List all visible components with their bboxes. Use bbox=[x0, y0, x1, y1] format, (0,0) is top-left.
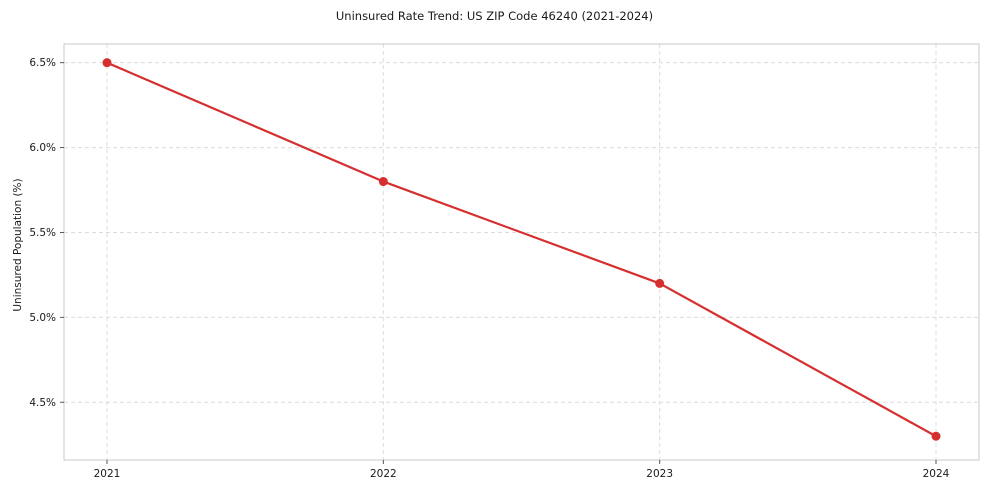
y-tick-label: 4.5% bbox=[29, 397, 56, 409]
data-point bbox=[378, 177, 388, 187]
data-point bbox=[931, 431, 941, 441]
y-tick-label: 6.5% bbox=[29, 57, 56, 69]
data-point bbox=[102, 58, 112, 68]
y-tick-label: 6.0% bbox=[29, 142, 56, 154]
x-tick-label: 2023 bbox=[646, 468, 673, 480]
y-tick-label: 5.5% bbox=[29, 227, 56, 239]
x-tick-label: 2024 bbox=[923, 468, 950, 480]
y-tick-label: 5.0% bbox=[29, 312, 56, 324]
plot-background bbox=[64, 44, 979, 460]
data-line bbox=[105, 61, 938, 438]
x-tick-label: 2021 bbox=[94, 468, 121, 480]
axis-border bbox=[63, 43, 980, 461]
x-tick-label: 2022 bbox=[370, 468, 397, 480]
data-point bbox=[655, 278, 665, 288]
chart-title: Uninsured Rate Trend: US ZIP Code 46240 … bbox=[335, 9, 654, 23]
